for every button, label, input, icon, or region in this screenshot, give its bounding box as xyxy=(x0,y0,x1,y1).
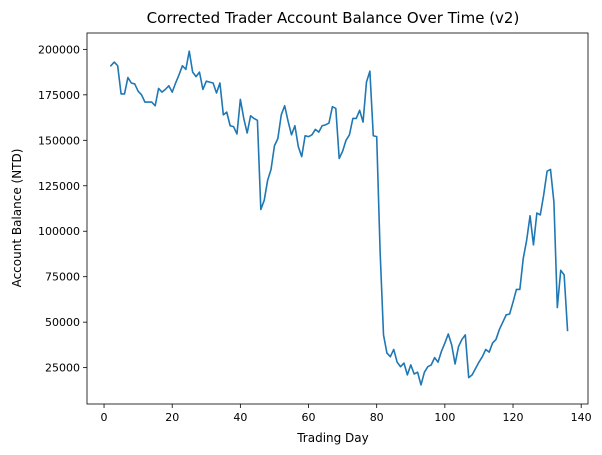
x-tick-label: 40 xyxy=(233,411,247,424)
x-tick-label: 120 xyxy=(503,411,524,424)
x-tick-label: 60 xyxy=(302,411,316,424)
x-tick-label: 0 xyxy=(101,411,108,424)
y-tick-label: 125000 xyxy=(38,180,80,193)
y-tick-label: 175000 xyxy=(38,89,80,102)
plot-area xyxy=(86,32,589,405)
y-tick-label: 100000 xyxy=(38,225,80,238)
x-axis: 0 20 40 60 80 100 120 140 xyxy=(101,404,592,424)
y-tick-label: 25000 xyxy=(45,362,80,375)
x-tick-label: 140 xyxy=(571,411,592,424)
y-axis: 25000 50000 75000 100000 125000 150000 175000 2… xyxy=(38,43,87,375)
series-layer xyxy=(109,50,569,386)
x-tick-label: 20 xyxy=(165,411,179,424)
series-line-0 xyxy=(109,50,569,386)
x-tick-label: 80 xyxy=(370,411,384,424)
x-tick-label: 100 xyxy=(434,411,455,424)
chart-title: Corrected Trader Account Balance Over Ti… xyxy=(147,9,520,27)
y-tick-label: 50000 xyxy=(45,316,80,329)
x-axis-label: Trading Day xyxy=(296,431,369,445)
y-tick-label: 75000 xyxy=(45,271,80,284)
y-axis-label: Account Balance (NTD) xyxy=(10,149,24,288)
plot-border xyxy=(86,32,589,405)
y-tick-label: 150000 xyxy=(38,134,80,147)
y-tick-label: 200000 xyxy=(38,43,80,56)
